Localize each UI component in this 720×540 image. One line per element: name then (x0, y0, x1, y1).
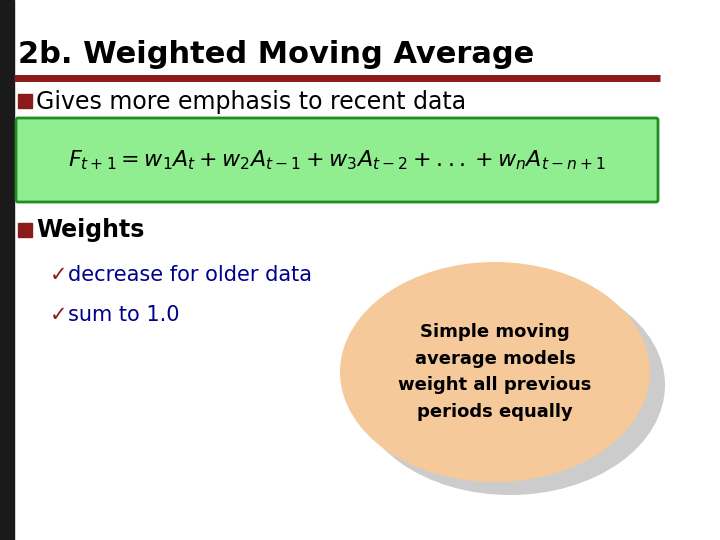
FancyBboxPatch shape (16, 118, 658, 202)
Bar (18, 94, 32, 108)
Bar (0, 0, 14, 540)
Text: $F_{t+1} = w_1A_t + w_2A_{t-1} + w_3A_{t-2} + ...+ w_nA_{t-n+1}$: $F_{t+1} = w_1A_t + w_2A_{t-1} + w_3A_{t… (68, 148, 606, 172)
Text: ✓: ✓ (50, 305, 68, 325)
Ellipse shape (355, 275, 665, 495)
Text: ✓: ✓ (50, 265, 68, 285)
Text: sum to 1.0: sum to 1.0 (68, 305, 179, 325)
Bar (18, 223, 32, 237)
Text: Weights: Weights (36, 218, 145, 242)
Text: Simple moving
average models
weight all previous
periods equally: Simple moving average models weight all … (398, 323, 592, 421)
Ellipse shape (340, 262, 650, 482)
Text: 2b. Weighted Moving Average: 2b. Weighted Moving Average (18, 40, 534, 69)
Text: decrease for older data: decrease for older data (68, 265, 312, 285)
Text: Gives more emphasis to recent data: Gives more emphasis to recent data (36, 90, 466, 114)
